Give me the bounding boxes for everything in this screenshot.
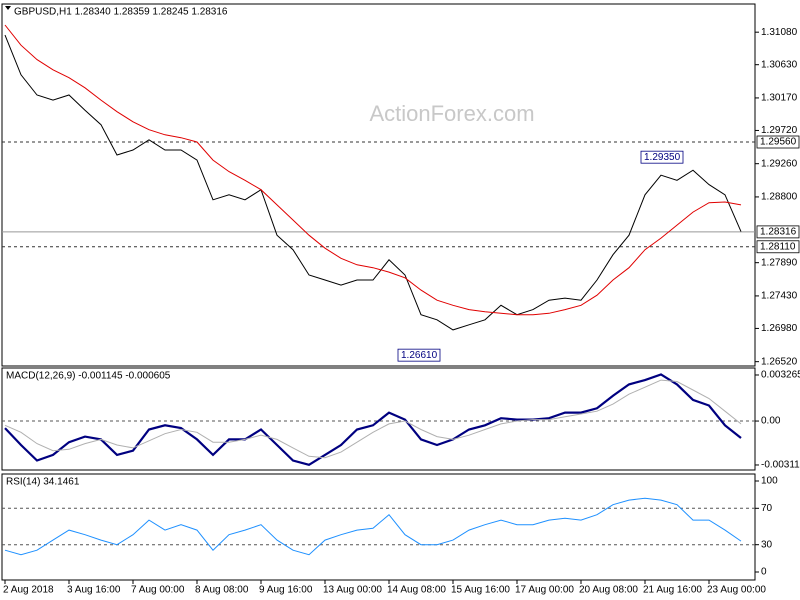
x-tick-label: 23 Aug 00:00 xyxy=(707,585,766,596)
series-line xyxy=(4,373,742,466)
y-tick-label: 70 xyxy=(761,503,773,514)
x-tick-label: 17 Aug 00:00 xyxy=(515,585,574,596)
annotation-label: 1.29350 xyxy=(644,152,681,163)
x-tick-label: 14 Aug 08:00 xyxy=(387,585,446,596)
x-tick-label: 3 Aug 16:00 xyxy=(67,585,121,596)
level-label: 1.28110 xyxy=(760,241,796,252)
y-tick-label: 100 xyxy=(761,476,778,487)
annotation-label: 1.26610 xyxy=(401,350,438,361)
level-box xyxy=(756,240,800,254)
panel-title: RSI(14) 34.1461 xyxy=(6,477,80,488)
annotation-box xyxy=(640,150,684,164)
y-tick-label: 1.27430 xyxy=(761,291,798,302)
x-tick-label: 7 Aug 00:00 xyxy=(131,585,185,596)
y-tick-label: 0 xyxy=(761,567,767,578)
x-tick-label: 21 Aug 16:00 xyxy=(643,585,702,596)
level-box xyxy=(756,135,800,149)
y-tick-label: 1.26520 xyxy=(761,356,798,367)
panel-title: GBPUSD,H1 1.28340 1.28359 1.28245 1.2831… xyxy=(14,7,228,18)
annotation-box xyxy=(397,348,441,362)
watermark: ActionForex.com xyxy=(369,101,534,126)
series-line xyxy=(4,497,742,556)
y-tick-label: 0.003265 xyxy=(761,370,800,381)
series-line xyxy=(4,24,742,316)
y-tick-label: 0.00 xyxy=(761,416,781,427)
x-tick-label: 15 Aug 16:00 xyxy=(451,585,510,596)
y-tick-label: 1.27890 xyxy=(761,257,798,268)
y-tick-label: 1.26980 xyxy=(761,323,798,334)
series-line xyxy=(4,379,742,459)
last-price-box xyxy=(756,225,800,239)
panel xyxy=(1,473,756,581)
x-tick-label: 20 Aug 08:00 xyxy=(579,585,638,596)
level-label: 1.29560 xyxy=(760,137,797,148)
y-tick-label: 1.31080 xyxy=(761,27,798,38)
x-tick-label: 13 Aug 00:00 xyxy=(323,585,382,596)
y-tick-label: 1.30630 xyxy=(761,59,798,70)
x-tick-label: 9 Aug 16:00 xyxy=(259,585,313,596)
x-tick-label: 8 Aug 08:00 xyxy=(195,585,249,596)
x-tick-label: 2 Aug 2018 xyxy=(3,585,54,596)
series-line xyxy=(4,34,742,331)
panel xyxy=(1,3,756,367)
panel-title: MACD(12,26,9) -0.001145 -0.000605 xyxy=(6,371,171,382)
y-tick-label: 1.30170 xyxy=(761,93,798,104)
menu-arrow xyxy=(5,6,11,10)
panel xyxy=(1,367,756,471)
last-price-label: 1.28316 xyxy=(760,227,797,238)
y-tick-label: 1.28800 xyxy=(761,192,798,203)
y-tick-label: 30 xyxy=(761,539,773,550)
y-tick-label: -0.003114 xyxy=(761,460,800,471)
y-tick-label: 1.29720 xyxy=(761,125,798,136)
y-tick-label: 1.29260 xyxy=(761,158,798,169)
